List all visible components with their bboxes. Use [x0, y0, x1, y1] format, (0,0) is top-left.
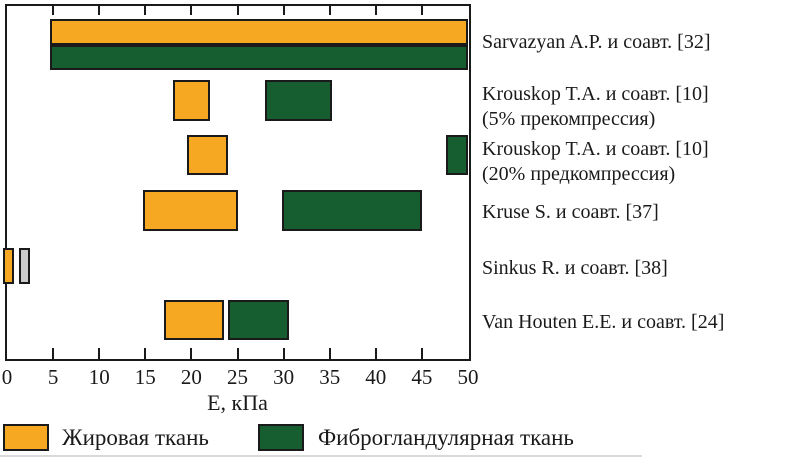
x-tick-label: 30	[273, 365, 295, 389]
x-tick-label: 25	[227, 365, 248, 389]
fibro-bar-van-houten	[228, 300, 290, 340]
study-label-sarvazyan: Sarvazyan A.P. и соавт. [32]	[482, 30, 800, 55]
x-tick-bottom	[190, 348, 193, 359]
x-tick-label: 40	[365, 365, 387, 389]
fat-bar-kruse	[142, 190, 238, 231]
study-label-krouskop-5: Krouskop T.A. и соавт. [10] (5% прекомпре…	[482, 82, 800, 132]
x-tick-label: 5	[47, 365, 59, 389]
study-label-line1: Sinkus R. и соавт. [38]	[482, 257, 668, 279]
study-label-line2: (5% прекомпрессия)	[482, 108, 656, 130]
x-tick-bottom	[236, 348, 239, 359]
x-tick-label: 50	[457, 365, 479, 389]
fat-bar-krouskop-20	[186, 135, 229, 175]
x-tick-label: 35	[319, 365, 341, 389]
fibro-bar-krouskop-5	[265, 80, 333, 121]
study-label-line1: Sarvazyan A.P. и соавт. [32]	[482, 31, 711, 53]
fat-bar-krouskop-5	[173, 80, 210, 121]
x-axis-tick-labels: 0 5 10 15 20 25 30 35 40 45 50	[0, 364, 500, 390]
x-tick-label: 0	[1, 365, 13, 389]
figure-edge-line	[0, 455, 642, 457]
study-label-van-houten: Van Houten E.E. и соавт. [24]	[482, 310, 800, 335]
x-tick-top	[374, 6, 377, 15]
x-tick-top	[52, 6, 55, 15]
fibro-bar-krouskop-20	[445, 135, 468, 175]
study-label-line2: (20% предкомпрессия)	[482, 163, 676, 185]
x-axis-title: E, кПа	[207, 390, 268, 415]
x-tick-label: 20	[180, 365, 202, 389]
x-tick-label: 15	[134, 365, 156, 389]
x-tick-bottom	[374, 348, 377, 359]
x-tick-top	[190, 6, 193, 15]
x-tick-top	[282, 6, 285, 15]
x-tick-bottom	[420, 348, 423, 359]
study-label-krouskop-20: Krouskop T.A. и соавт. [10] (20% предкомп…	[482, 137, 800, 187]
x-tick-top	[236, 6, 239, 15]
x-tick-top	[328, 6, 331, 15]
fibroglandular-tissue-label: Фиброгландулярная ткань	[318, 425, 574, 450]
study-label-kruse: Kruse S. и соавт. [37]	[482, 200, 800, 225]
study-labels: Sarvazyan A.P. и соавт. [32] Krouskop T.A…	[482, 0, 800, 361]
fat-tissue-swatch	[3, 424, 49, 451]
x-tick-label: 45	[411, 365, 433, 389]
fibro-bar-sinkus	[19, 248, 31, 284]
x-tick-bottom	[282, 348, 285, 359]
x-tick-top	[420, 6, 423, 15]
plot-area	[3, 4, 471, 361]
x-tick-label: 10	[88, 365, 110, 389]
fat-bar-sarvazyan	[50, 19, 468, 45]
x-tick-top	[98, 6, 101, 15]
x-tick-bottom	[52, 348, 55, 359]
fibro-bar-kruse	[281, 190, 422, 231]
study-label-line1: Krouskop T.A. и соавт. [10]	[482, 138, 709, 160]
study-label-sinkus: Sinkus R. и соавт. [38]	[482, 256, 800, 281]
legend: Жировая ткань Фиброгландулярная ткань	[0, 420, 800, 458]
x-tick-top	[144, 6, 147, 15]
study-label-line1: Van Houten E.E. и соавт. [24]	[482, 311, 725, 333]
fibro-bar-sarvazyan	[50, 45, 468, 70]
x-tick-bottom	[98, 348, 101, 359]
x-tick-bottom	[144, 348, 147, 359]
study-label-line1: Krouskop T.A. и соавт. [10]	[482, 83, 709, 105]
fibroglandular-tissue-swatch	[258, 424, 304, 451]
study-label-line1: Kruse S. и соавт. [37]	[482, 201, 659, 223]
fat-tissue-label: Жировая ткань	[62, 425, 209, 450]
fat-bar-van-houten	[163, 300, 224, 340]
x-tick-bottom	[328, 348, 331, 359]
fat-bar-sinkus	[3, 248, 15, 284]
